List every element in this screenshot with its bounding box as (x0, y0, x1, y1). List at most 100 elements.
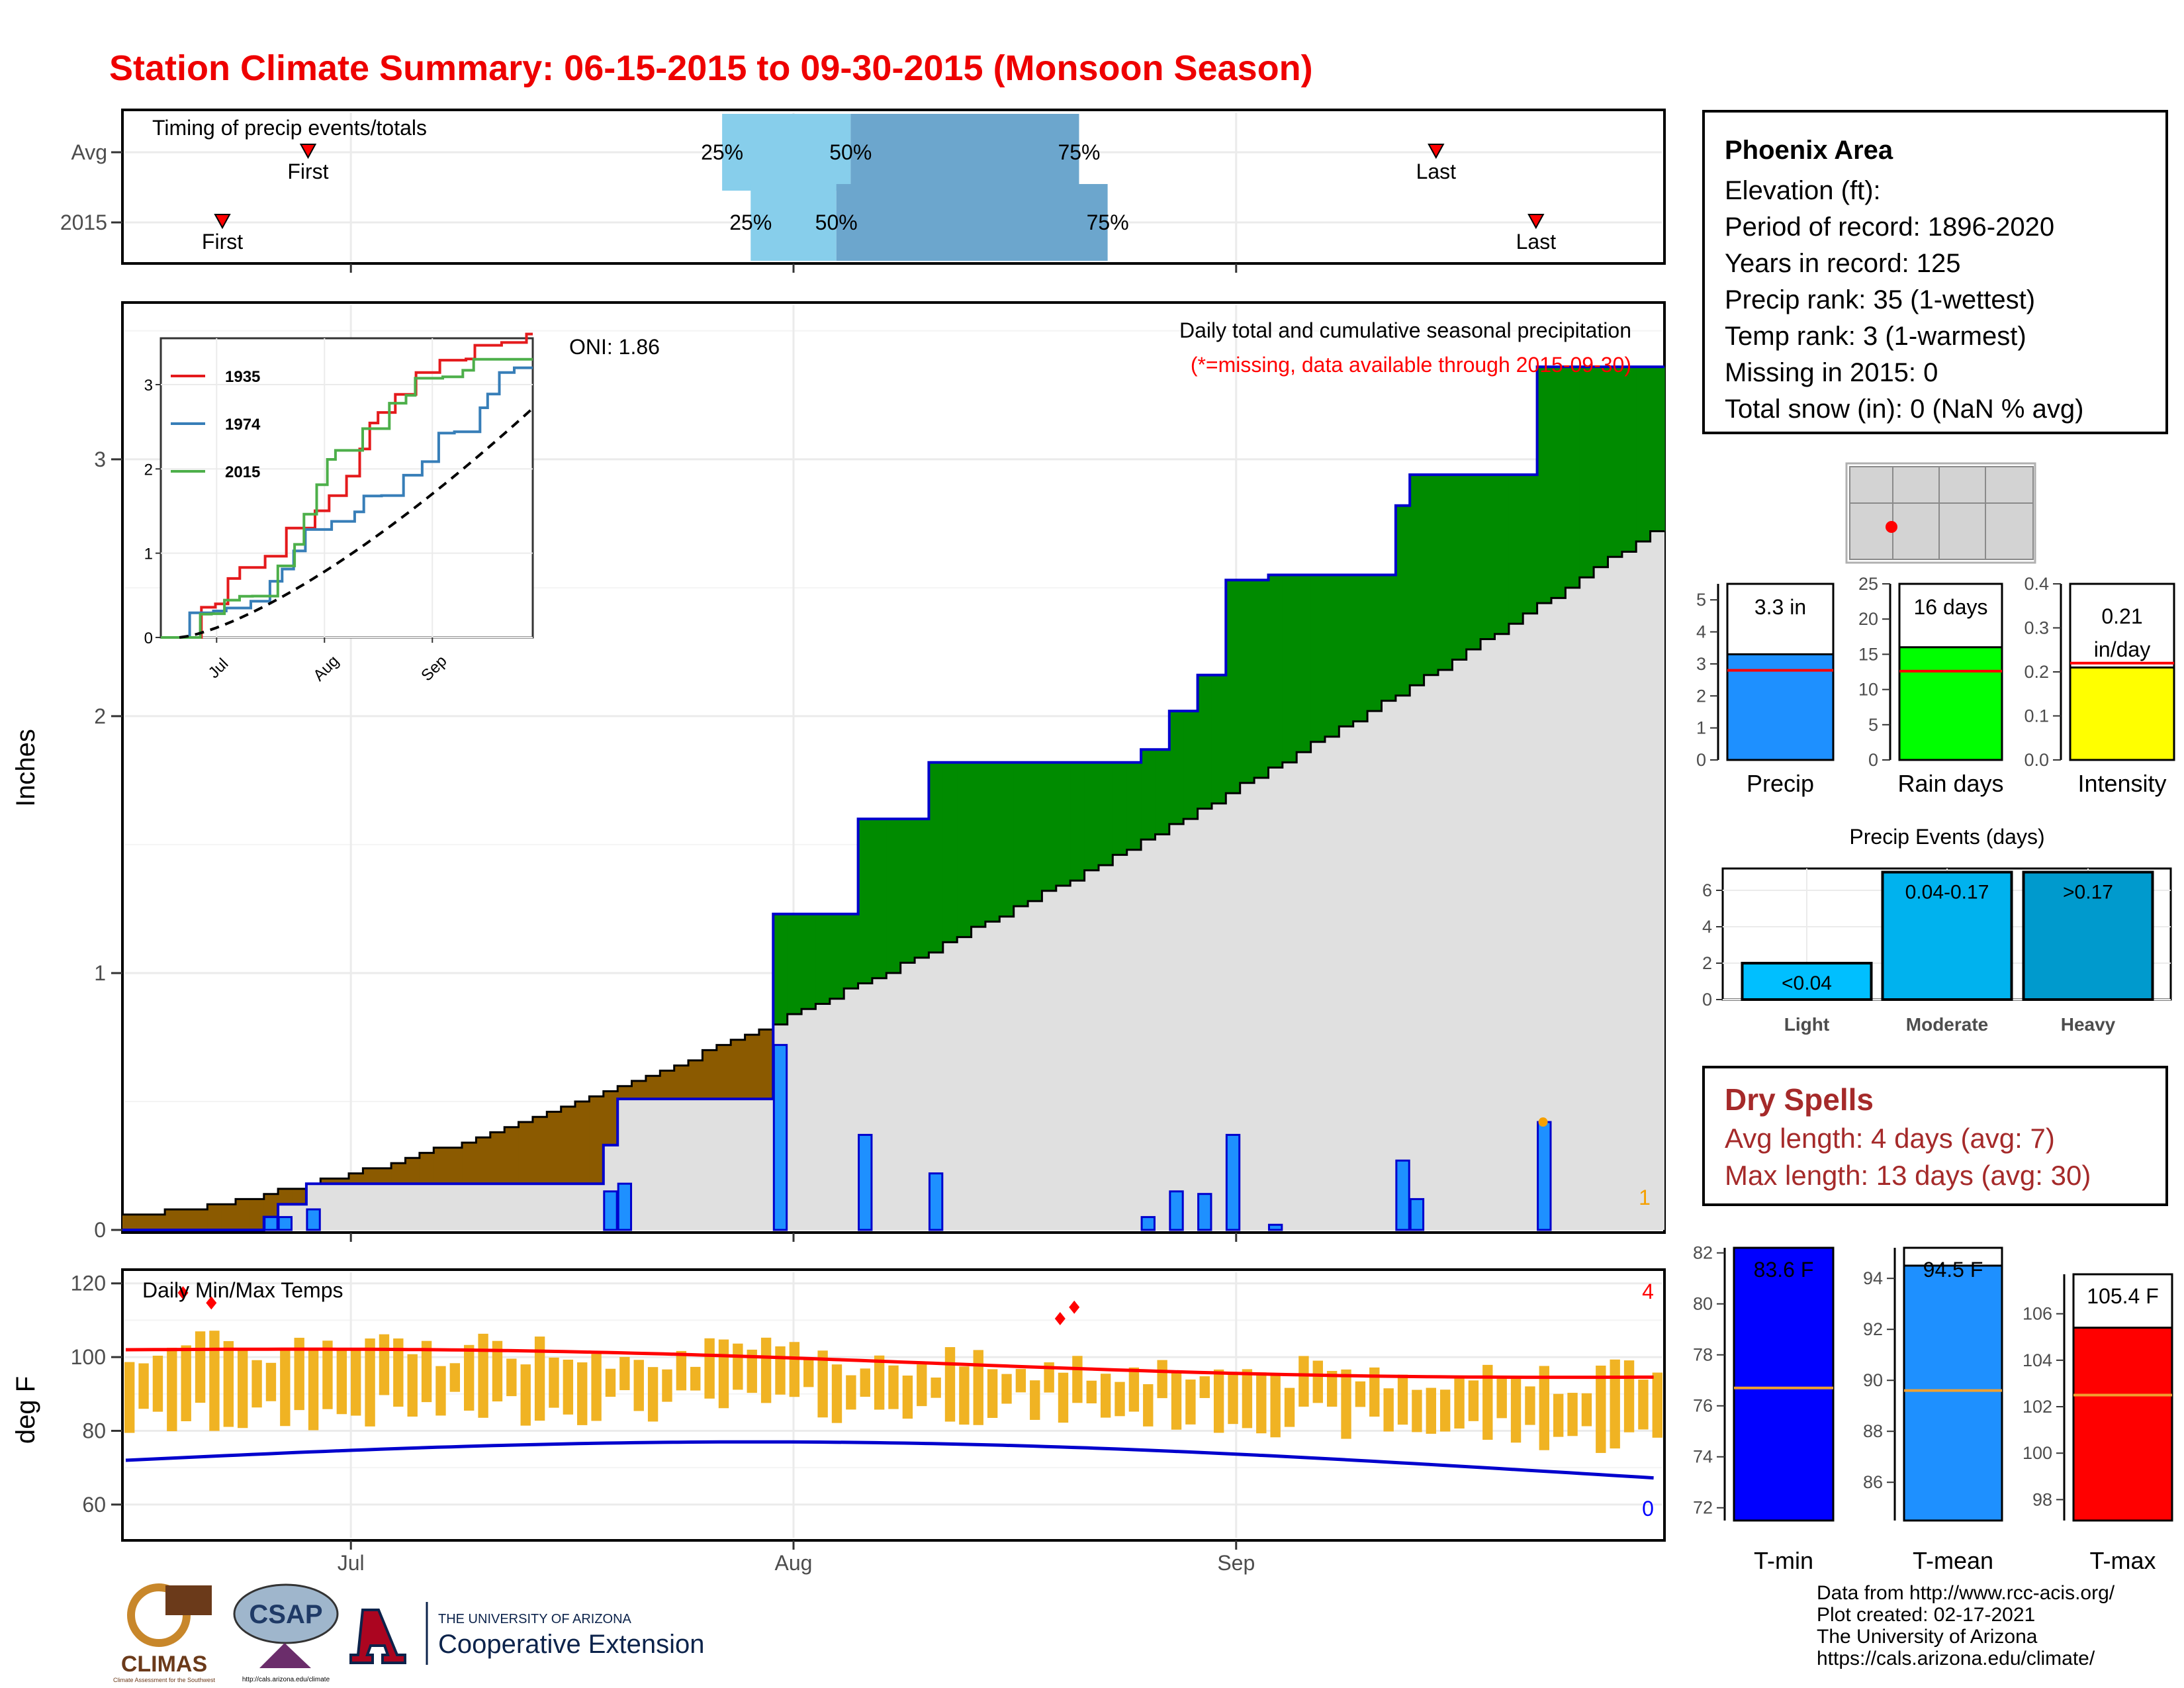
daily-temp-bar (1256, 1372, 1267, 1434)
daily-temp-bar (860, 1368, 870, 1397)
surplus-area (957, 762, 972, 937)
daily-temp-bar (1596, 1365, 1606, 1453)
pct50-label: 50% (829, 140, 872, 164)
daily-temp-bar (336, 1349, 347, 1415)
daily-temp-bar (379, 1334, 390, 1395)
station-location-marker (1886, 521, 1897, 533)
deficit-area (349, 1173, 363, 1184)
temp-summary-label: T-max (2089, 1547, 2156, 1574)
daily-temp-bar (944, 1347, 956, 1422)
temp-summary-bar (1733, 1246, 1835, 1522)
csap-logo-text: CSAP (249, 1600, 322, 1629)
surplus-area (1594, 367, 1609, 567)
surplus-area (1339, 575, 1354, 727)
surplus-area (1070, 762, 1085, 881)
summary-y-tick-label: 25 (1858, 574, 1878, 594)
deficit-area (405, 1158, 420, 1184)
daily-precip-bar (277, 1216, 293, 1231)
deficit-area (702, 1050, 717, 1100)
timing-box-lower (751, 184, 837, 261)
deficit-area (645, 1076, 660, 1100)
avg-max-line (125, 1347, 1654, 1380)
dry-spells-title: Dry Spells (1725, 1082, 1874, 1117)
missing-note: (*=missing, data available through 2015-… (1191, 353, 1631, 377)
timing-box-upper (850, 114, 1079, 191)
daily-temp-bar (902, 1376, 913, 1419)
csap-logo-url: http://cals.arizona.edu/climate (242, 1676, 330, 1683)
temp-y-tick-label: 100 (71, 1345, 106, 1369)
daily-temp-bar (633, 1360, 644, 1411)
deficit-area (617, 1086, 633, 1100)
daily-temp-bar (351, 1349, 361, 1416)
daily-temp-bar (1468, 1380, 1479, 1421)
surplus-area (1183, 711, 1199, 820)
surplus-area (1155, 749, 1170, 835)
deficit-area (292, 1188, 307, 1205)
daily-temp-bar (1539, 1366, 1549, 1450)
inset-legend-label: 2015 (225, 463, 260, 481)
daily-precip-bar (772, 1044, 788, 1231)
daily-temp-bar (1510, 1378, 1522, 1443)
inset-series-line (161, 357, 533, 639)
events-title: Precip Events (days) (1849, 825, 2044, 849)
events-category-label: Light (1784, 1014, 1829, 1035)
main-y-tick-label: 0 (94, 1218, 106, 1242)
daily-temp-bar (1383, 1388, 1394, 1432)
daily-temp-bar (1369, 1367, 1380, 1417)
events-bar-label: <0.04 (1782, 972, 1832, 994)
dry-spells-max: Max length: 13 days (avg: 30) (1725, 1160, 2091, 1191)
daily-temp-bar (251, 1360, 262, 1408)
daily-temp-bar (520, 1364, 531, 1426)
timing-row-label: 2015 (60, 211, 107, 234)
surplus-area (1282, 575, 1297, 763)
daily-temp-bar (1270, 1374, 1281, 1438)
deficit-area (447, 1147, 463, 1184)
surplus-area (915, 819, 930, 958)
deficit-area (236, 1199, 250, 1230)
daily-precip-bar (1225, 1133, 1241, 1231)
daily-temp-bar (1439, 1389, 1451, 1432)
climas-logo-block (165, 1585, 212, 1615)
surplus-area (1098, 762, 1113, 865)
record-high-count: 4 (1642, 1280, 1654, 1303)
inset-legend-label: 1935 (225, 368, 260, 386)
surplus-area (971, 762, 986, 927)
climas-logo-subtext: Climate Assessment for the Southwest (113, 1677, 216, 1683)
deficit-area (263, 1194, 279, 1217)
daily-temp-bar (492, 1340, 503, 1402)
daily-precip-bar (1409, 1197, 1425, 1231)
daily-temp-bar (605, 1368, 616, 1397)
deficit-area (518, 1122, 533, 1184)
surplus-area (1141, 749, 1156, 840)
climas-logo-text: CLIMAS (121, 1652, 207, 1677)
csap-logo-mountain (259, 1643, 311, 1668)
daily-precip-bar (1140, 1216, 1156, 1231)
timing-last-label: Last (1416, 160, 1457, 183)
daily-temp-bar (1298, 1356, 1309, 1407)
summary-y-tick-label: 0 (1868, 750, 1878, 770)
daily-temp-bar (209, 1331, 220, 1431)
summary-y-tick-label: 5 (1868, 715, 1878, 735)
deficit-area (758, 1029, 774, 1100)
daily-temp-bar (817, 1350, 828, 1418)
daily-temp-bar (1199, 1376, 1210, 1398)
events-bar (1741, 962, 1873, 1001)
daily-temp-bar (1001, 1374, 1012, 1404)
observed-cumulative-line (122, 365, 1664, 1231)
csap-logo-cloud (233, 1583, 339, 1644)
daily-temp-bar (506, 1358, 517, 1397)
station-name: Phoenix Area (1725, 136, 1893, 165)
daily-temp-bar (1496, 1376, 1507, 1419)
pct25-label: 25% (729, 211, 772, 234)
summary-bar-label: Precip (1747, 770, 1814, 797)
pct75-label: 75% (1058, 140, 1100, 164)
inset-average-line (179, 407, 534, 639)
summary-bar-label: Intensity (2077, 770, 2166, 797)
surplus-area (858, 819, 873, 984)
daily-temp-bar (1115, 1382, 1125, 1417)
events-bar-label: >0.17 (2063, 882, 2113, 904)
pct50-label: 50% (815, 211, 858, 234)
deficit-area (547, 1111, 562, 1184)
deficit-area (462, 1143, 477, 1184)
daily-temp-bar (265, 1362, 277, 1401)
